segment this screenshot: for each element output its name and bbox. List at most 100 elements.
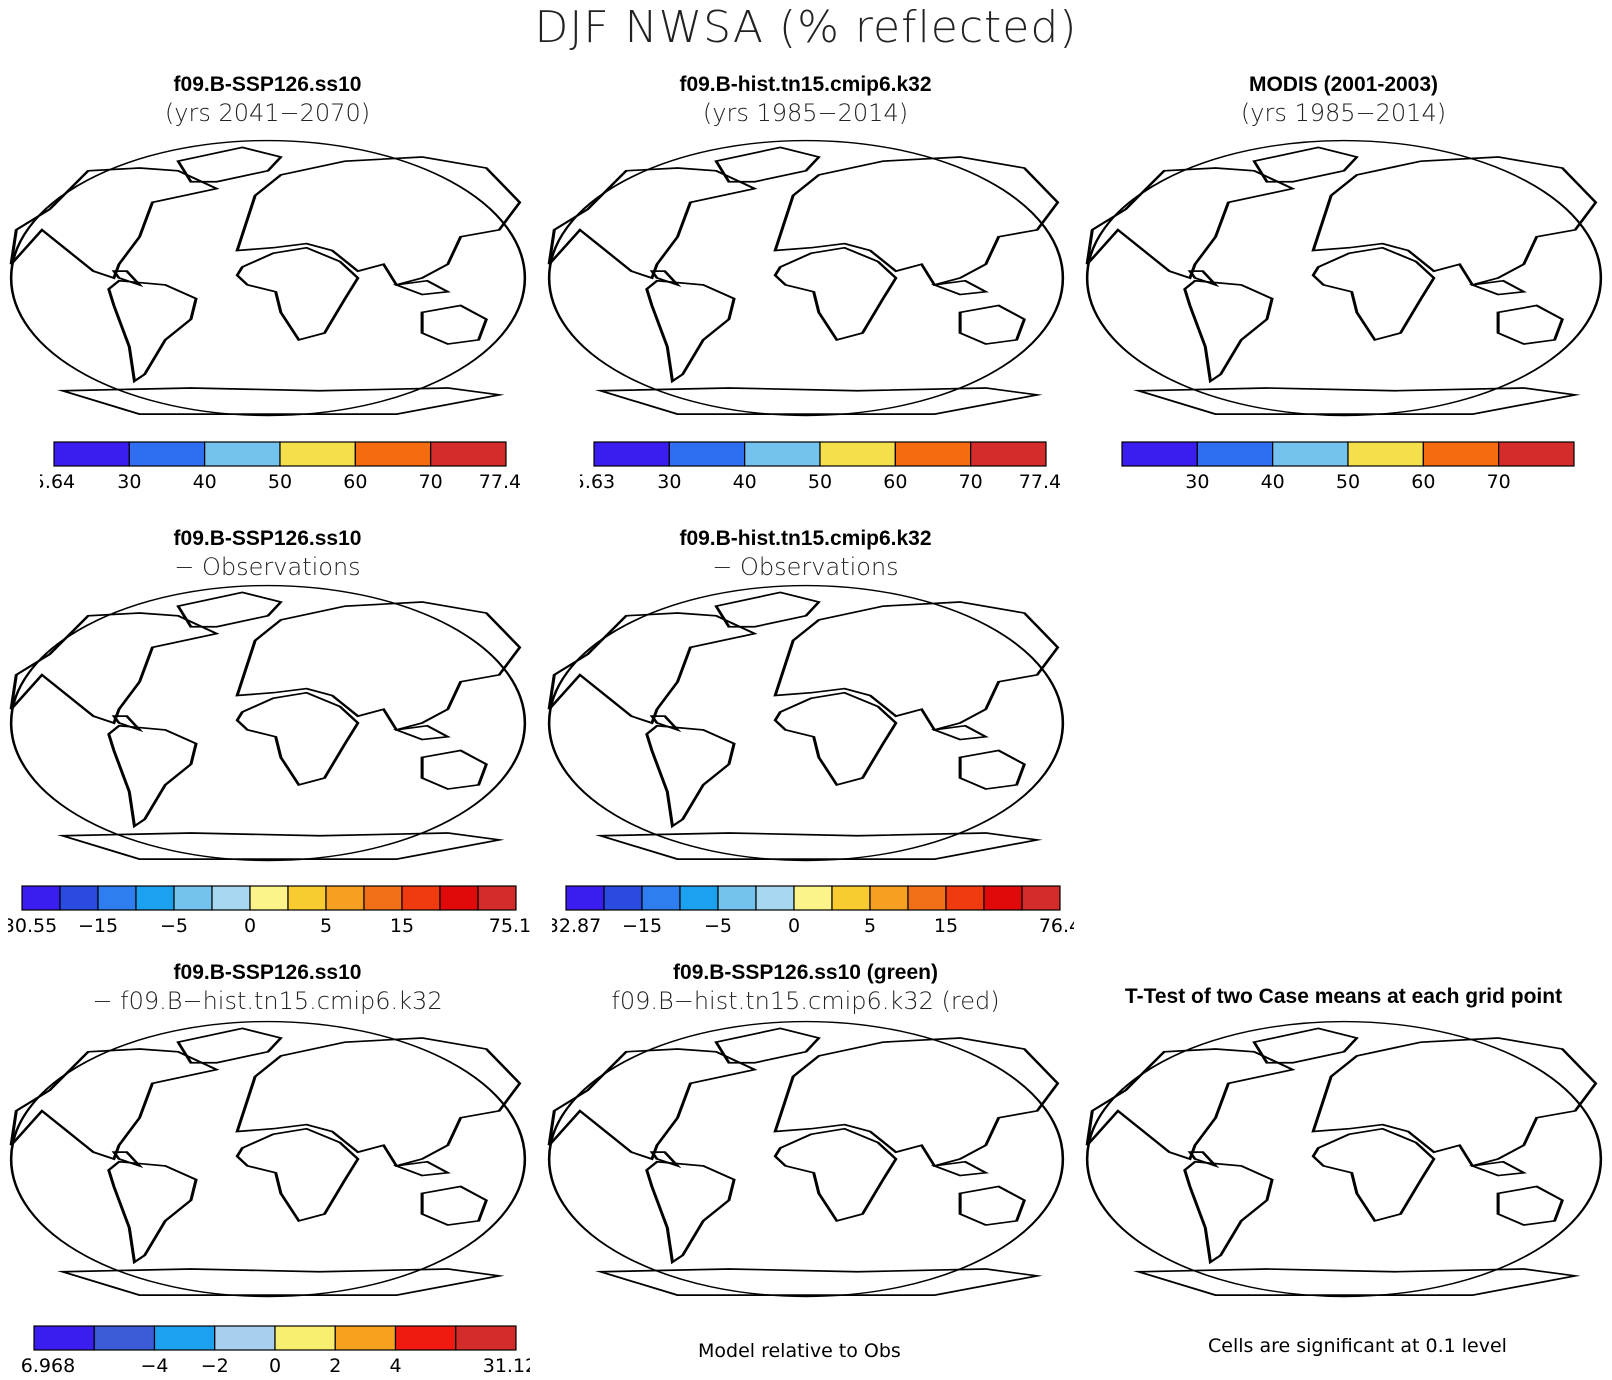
- colorbar-swatch: [894, 441, 972, 467]
- panel-title-p1: f09.B-SSP126.ss10 (yrs 2041−2070): [0, 72, 535, 128]
- colorbar-swatch: [1021, 885, 1061, 911]
- colorbar-swatch: [1498, 441, 1575, 467]
- colorbar-swatch: [249, 885, 289, 911]
- map-p7: [544, 1016, 1068, 1302]
- colorbar-tick-label: 60: [883, 471, 907, 493]
- panel-p3-title: MODIS (2001-2003): [1248, 73, 1439, 96]
- colorbar-swatch: [983, 885, 1023, 911]
- colorbar-tick-label: 50: [268, 471, 292, 493]
- panel-p8-title: T-Test of two Case means at each grid po…: [1124, 985, 1563, 1008]
- colorbar-tick-label: 76.4: [1039, 915, 1074, 937]
- panel-p7-subtitle: f09.B−hist.tn15.cmip6.k32 (red): [611, 987, 1000, 1015]
- note-significance: Cells are significant at 0.1 level: [1208, 1335, 1507, 1357]
- colorbar-tick-label: 30: [657, 471, 681, 493]
- map-ocean: [549, 1021, 1063, 1297]
- colorbar-tick-label: 0: [244, 915, 256, 937]
- colorbar-swatch: [1196, 441, 1274, 467]
- colorbar-swatch: [33, 1325, 95, 1351]
- colorbar-swatch: [641, 885, 681, 911]
- colorbar-tick-label: −5: [160, 915, 188, 937]
- map-ocean: [1087, 140, 1601, 416]
- colorbar-tick-label: 5: [864, 915, 876, 937]
- colorbar-swatch: [59, 885, 99, 911]
- map-ocean: [549, 140, 1063, 416]
- colorbar-tick-label: 5: [320, 915, 332, 937]
- colorbar-tick-label: 30: [117, 471, 141, 493]
- panel-p7-title: f09.B-SSP126.ss10 (green): [673, 961, 938, 984]
- colorbar-tick-label: 70: [959, 471, 983, 493]
- map-p4: [6, 580, 530, 866]
- panel-title-p5: f09.B-hist.tn15.cmip6.k32 − Observations: [538, 526, 1073, 582]
- panel-title-p3: MODIS (2001-2003) (yrs 1985−2014): [1076, 72, 1611, 128]
- colorbar-tick-label: 15: [934, 915, 958, 937]
- colorbar-p1: 5.64 30 40 50 60 70 77.44: [40, 441, 520, 493]
- colorbar-swatch: [394, 1325, 457, 1351]
- map-ocean: [549, 585, 1063, 861]
- colorbar-swatch: [819, 441, 896, 467]
- map-p2: [544, 135, 1068, 421]
- colorbar-p4: −30.55 −15 −5 0 5 15 75.19: [8, 885, 530, 937]
- colorbar-swatch: [755, 885, 795, 911]
- colorbar-tick-label: −15: [622, 915, 662, 937]
- map-p6: [6, 1016, 530, 1302]
- colorbar-tick-label: −30.55: [8, 915, 57, 937]
- colorbar-swatch: [793, 885, 833, 911]
- colorbar-swatch: [354, 441, 432, 467]
- colorbar-swatch: [214, 1325, 276, 1351]
- colorbar-swatch: [97, 885, 137, 911]
- colorbar-swatch: [565, 885, 605, 911]
- colorbar-swatch: [1272, 441, 1349, 467]
- colorbar-tick-label: 15: [390, 915, 414, 937]
- map-p8: [1082, 1016, 1606, 1302]
- colorbar-tick-label: 2: [329, 1355, 341, 1377]
- colorbar-tick-label: −5: [704, 915, 732, 937]
- colorbar-tick-label: 70: [419, 471, 443, 493]
- colorbar-tick-label: 77.44: [479, 471, 520, 493]
- colorbar-swatch: [668, 441, 746, 467]
- map-border: [547, 139, 1065, 417]
- colorbar-swatch: [970, 441, 1047, 467]
- colorbar-swatch: [593, 441, 670, 467]
- map-ocean: [1087, 1021, 1601, 1297]
- colorbar-p3: 30 40 50 60 70: [1121, 441, 1575, 493]
- colorbar-swatch: [21, 885, 61, 911]
- colorbar-tick-label: −15: [78, 915, 118, 937]
- colorbar-swatch: [455, 1325, 517, 1351]
- colorbar-tick-label: 70: [1487, 471, 1511, 493]
- panel-p5-subtitle: − Observations: [712, 553, 899, 581]
- panel-p1-title: f09.B-SSP126.ss10: [173, 73, 362, 96]
- colorbar-tick-label: 60: [1411, 471, 1435, 493]
- map-border: [547, 584, 1065, 862]
- colorbar-swatch: [1347, 441, 1424, 467]
- colorbar-swatch: [211, 885, 251, 911]
- map-p3: [1082, 135, 1606, 421]
- colorbar-tick-label: 75.19: [489, 915, 530, 937]
- colorbar-swatch: [53, 441, 130, 467]
- map-border: [9, 139, 527, 417]
- colorbar-swatch: [831, 885, 871, 911]
- colorbar-swatch: [334, 1325, 397, 1351]
- panel-p5-title: f09.B-hist.tn15.cmip6.k32: [679, 527, 932, 550]
- panel-title-p2: f09.B-hist.tn15.cmip6.k32 (yrs 1985−2014…: [538, 72, 1073, 128]
- colorbar-p5: −32.87 −15 −5 0 5 15 76.4: [552, 885, 1074, 937]
- panel-title-p8: T-Test of two Case means at each grid po…: [1076, 984, 1611, 1010]
- colorbar-swatch: [1121, 441, 1198, 467]
- panel-p2-subtitle: (yrs 1985−2014): [702, 99, 909, 127]
- colorbar-swatch: [744, 441, 821, 467]
- colorbar-swatch: [153, 1325, 216, 1351]
- colorbar-tick-label: 31.123: [483, 1355, 530, 1377]
- colorbar-swatch: [907, 885, 947, 911]
- colorbar-tick-label: 40: [1261, 471, 1285, 493]
- colorbar-swatch: [325, 885, 365, 911]
- colorbar-tick-label: −26.968: [20, 1355, 75, 1377]
- colorbar-tick-label: 77.45: [1019, 471, 1060, 493]
- colorbar-tick-label: −2: [201, 1355, 229, 1377]
- colorbar-swatch: [430, 441, 507, 467]
- colorbar-p2: 5.63 30 40 50 60 70 77.45: [580, 441, 1060, 493]
- colorbar-p6: −26.968 −4 −2 0 2 4 31.123: [20, 1325, 530, 1377]
- map-border: [9, 584, 527, 862]
- colorbar-tick-label: 40: [733, 471, 757, 493]
- colorbar-swatch: [869, 885, 909, 911]
- map-border: [1085, 139, 1603, 417]
- colorbar-tick-label: 4: [389, 1355, 401, 1377]
